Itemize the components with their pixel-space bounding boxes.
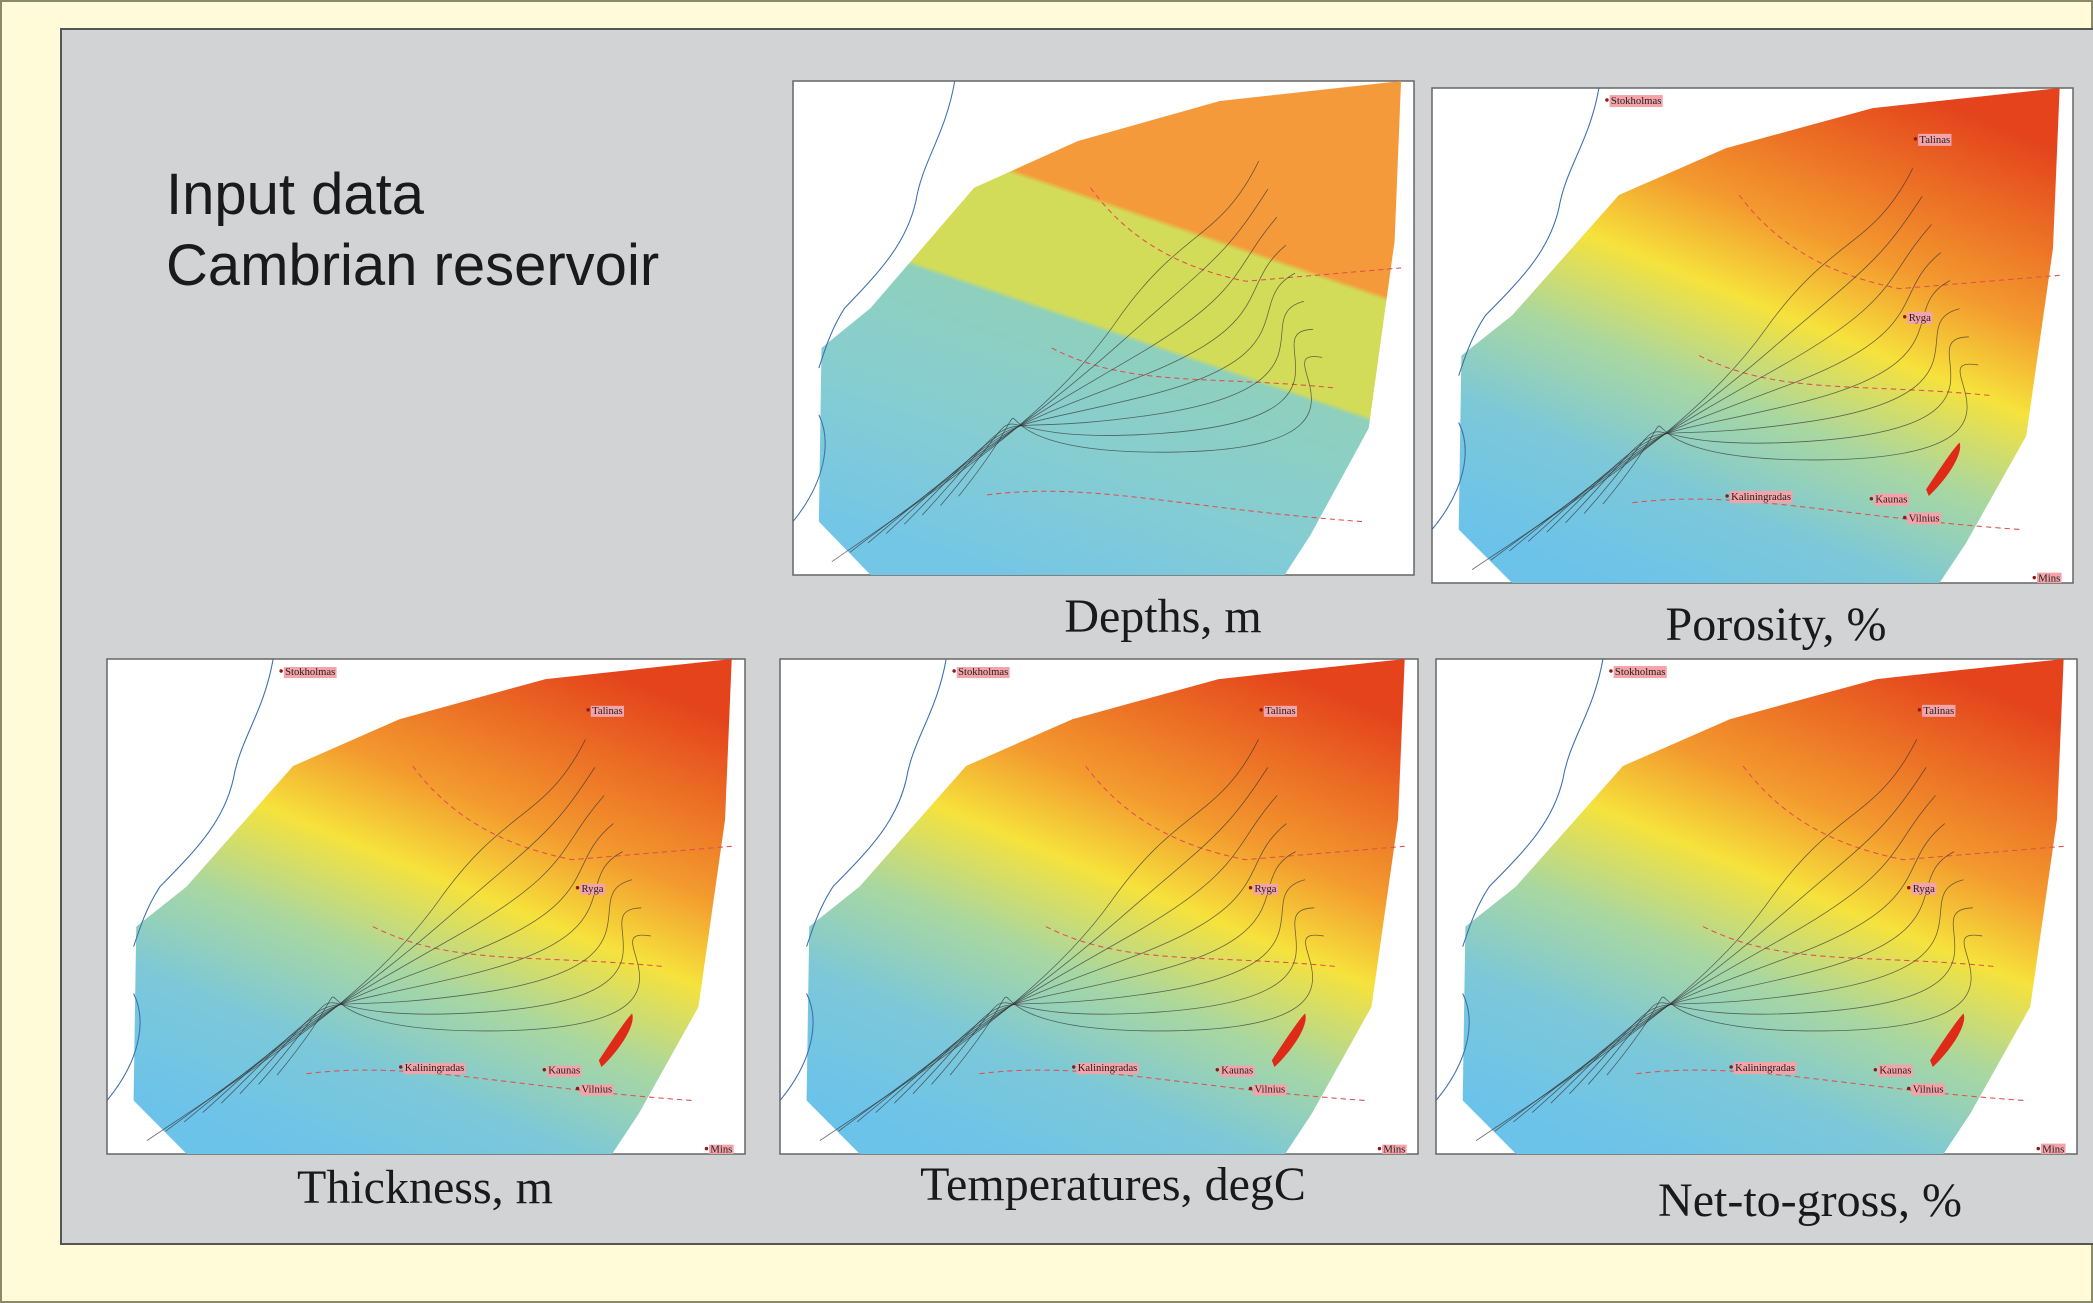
slide: Input data Cambrian reservoir Depths, m S… <box>0 0 2093 1303</box>
city-dot <box>279 669 282 672</box>
city-dot <box>1605 98 1608 101</box>
city-label: Kaliningradas <box>1078 1063 1138 1074</box>
city-label: Kaunas <box>1879 1065 1911 1077</box>
map-caption: Temperatures, degC <box>920 1158 1306 1211</box>
city-dot <box>1874 1068 1877 1071</box>
city-label: Talinas <box>592 706 623 717</box>
city-dot <box>543 1068 546 1071</box>
city-label: Kaliningradas <box>405 1063 465 1074</box>
city-label: Talinas <box>1265 706 1296 717</box>
city-dot <box>1729 1065 1732 1068</box>
city-dot <box>1609 669 1612 672</box>
city-dot <box>1903 516 1906 519</box>
city-dot <box>1378 1147 1381 1150</box>
city-dot <box>1903 315 1906 318</box>
city-dot <box>1249 1087 1252 1090</box>
city-dot <box>576 886 579 889</box>
city-label: Stokholmas <box>1611 95 1661 107</box>
city-label: Talinas <box>1923 705 1954 717</box>
title-line: Input data <box>166 162 425 227</box>
city-dot <box>2033 576 2036 579</box>
city-label: Stokholmas <box>285 667 335 678</box>
map-caption: Thickness, m <box>297 1161 553 1214</box>
city-label: Kaliningradas <box>1731 491 1791 503</box>
city-label: Stokholmas <box>1615 666 1665 678</box>
city-dot <box>1918 708 1921 711</box>
city-label: Vilnius <box>1909 512 1940 524</box>
city-dot <box>1870 497 1873 500</box>
city-dot <box>586 708 589 711</box>
city-dot <box>1249 886 1252 889</box>
city-label: Stokholmas <box>958 667 1008 678</box>
city-dot <box>1907 1087 1910 1090</box>
city-label: Mins <box>2042 1144 2064 1156</box>
map-caption: Depths, m <box>1064 590 1261 643</box>
city-label: Vilnius <box>1913 1083 1944 1095</box>
city-label: Ryga <box>1913 883 1935 895</box>
city-dot <box>1072 1065 1075 1068</box>
city-label: Kaunas <box>548 1066 580 1077</box>
city-label: Ryga <box>582 884 604 895</box>
title-line: Cambrian reservoir <box>166 233 659 298</box>
city-dot <box>399 1065 402 1068</box>
city-label: Kaunas <box>1875 494 1907 506</box>
city-dot <box>705 1147 708 1150</box>
city-dot <box>952 669 955 672</box>
city-dot <box>2037 1147 2040 1150</box>
city-label: Talinas <box>1919 134 1950 146</box>
city-label: Kaliningradas <box>1735 1062 1795 1074</box>
city-dot <box>1907 886 1910 889</box>
city-label: Kaunas <box>1221 1066 1253 1077</box>
city-dot <box>1914 137 1917 140</box>
city-label: Ryga <box>1909 312 1931 324</box>
city-dot <box>576 1087 579 1090</box>
map-caption: Porosity, % <box>1666 598 1887 651</box>
city-dot <box>1725 494 1728 497</box>
city-label: Vilnius <box>1255 1084 1286 1095</box>
city-dot <box>1216 1068 1219 1071</box>
city-label: Ryga <box>1255 884 1277 895</box>
city-label: Mins <box>2038 573 2060 585</box>
city-label: Vilnius <box>582 1084 613 1095</box>
map-caption: Net-to-gross, % <box>1658 1174 1962 1227</box>
city-dot <box>1259 708 1262 711</box>
